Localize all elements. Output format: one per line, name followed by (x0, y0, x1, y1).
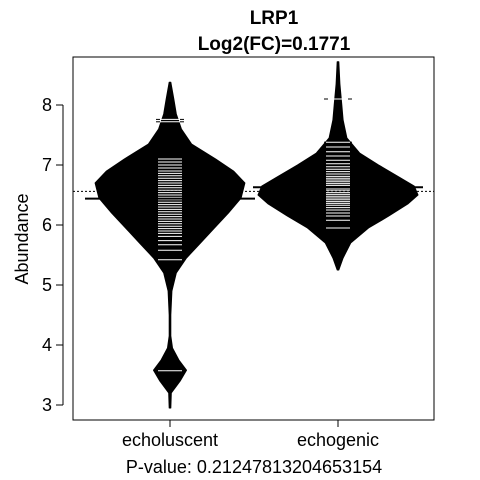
bean-echogenic (253, 61, 423, 271)
y-tick-label: 4 (42, 335, 52, 355)
chart-title: LRP1 (250, 8, 299, 29)
x-axis: echoluscent echogenic (122, 420, 379, 450)
x-axis-label: P-value: 0.21247813204653154 (126, 457, 382, 477)
y-tick-label: 5 (42, 275, 52, 295)
x-tick-label: echogenic (297, 430, 379, 450)
y-tick-label: 6 (42, 215, 52, 235)
chart-subtitle: Log2(FC)=0.1771 (198, 34, 351, 55)
plot-frame (72, 56, 435, 421)
bean-echoluscent (85, 81, 255, 409)
y-tick-label: 7 (42, 155, 52, 175)
y-tick-label: 8 (42, 95, 52, 115)
density-shape (257, 61, 419, 271)
y-tick-label: 3 (42, 395, 52, 415)
y-axis-label: Abundance (12, 193, 32, 284)
x-tick-label: echoluscent (122, 430, 218, 450)
y-axis: 3 4 5 6 7 8 (42, 95, 64, 415)
beans (85, 61, 423, 409)
